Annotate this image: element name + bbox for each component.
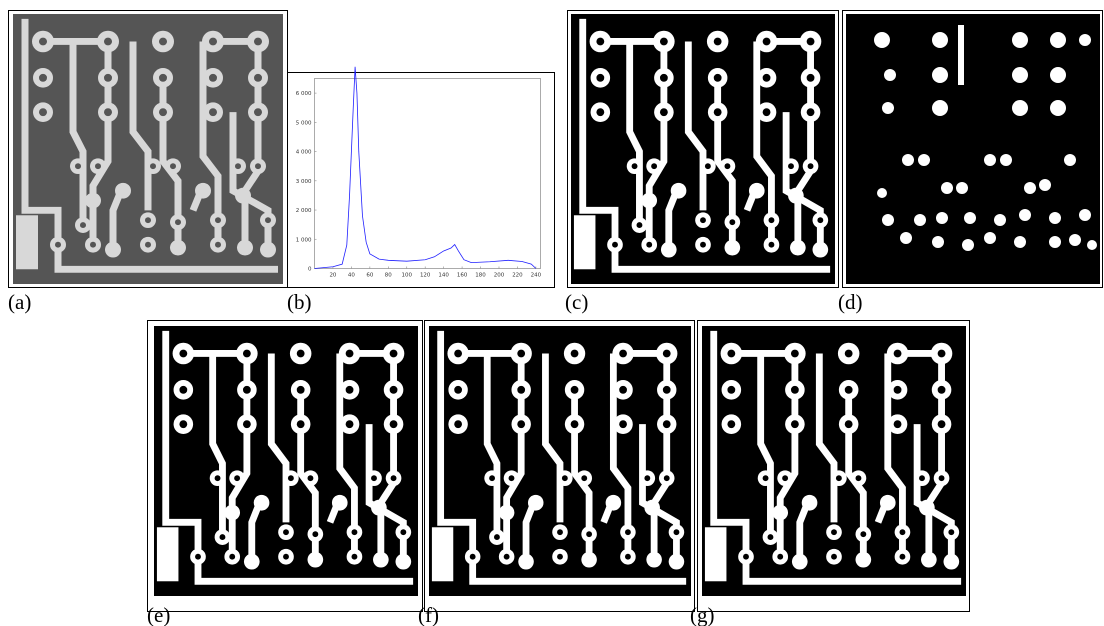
x-tick-label: 100 (401, 273, 412, 279)
image-d (842, 10, 1103, 288)
y-tick-label: 5 000 (296, 120, 312, 126)
panel-label: (g) (690, 603, 715, 626)
x-tick-label: 60 (366, 273, 373, 279)
image-g (697, 320, 970, 612)
panel-label: (f) (418, 603, 439, 626)
y-tick-label: 6 000 (296, 91, 312, 97)
panel-label: (c) (565, 290, 588, 314)
histogram-line (314, 66, 537, 269)
image-f (424, 320, 695, 612)
x-tick-label: 20 (329, 273, 336, 279)
x-tick-label: 80 (385, 273, 392, 279)
panel-label: (a) (8, 290, 31, 314)
y-tick-label: 4 000 (296, 150, 312, 156)
image-a (8, 10, 288, 288)
x-tick-label: 200 (494, 273, 505, 279)
y-tick-label: 0 (308, 267, 312, 273)
y-tick-label: 2 000 (296, 208, 312, 214)
histogram-frame (287, 72, 555, 288)
x-tick-label: 120 (420, 273, 431, 279)
x-tick-label: 140 (438, 273, 449, 279)
y-tick-label: 1 000 (296, 237, 312, 243)
x-tick-label: 180 (475, 273, 486, 279)
x-tick-label: 160 (457, 273, 468, 279)
x-tick-label: 220 (512, 273, 523, 279)
x-tick-label: 240 (531, 273, 542, 279)
y-tick-label: 3 000 (296, 179, 312, 185)
panel-label: (b) (287, 290, 312, 314)
image-c (567, 10, 839, 288)
panel-label: (d) (838, 290, 863, 314)
panel-label: (e) (147, 603, 170, 626)
image-e (147, 320, 423, 612)
x-tick-label: 40 (348, 273, 355, 279)
